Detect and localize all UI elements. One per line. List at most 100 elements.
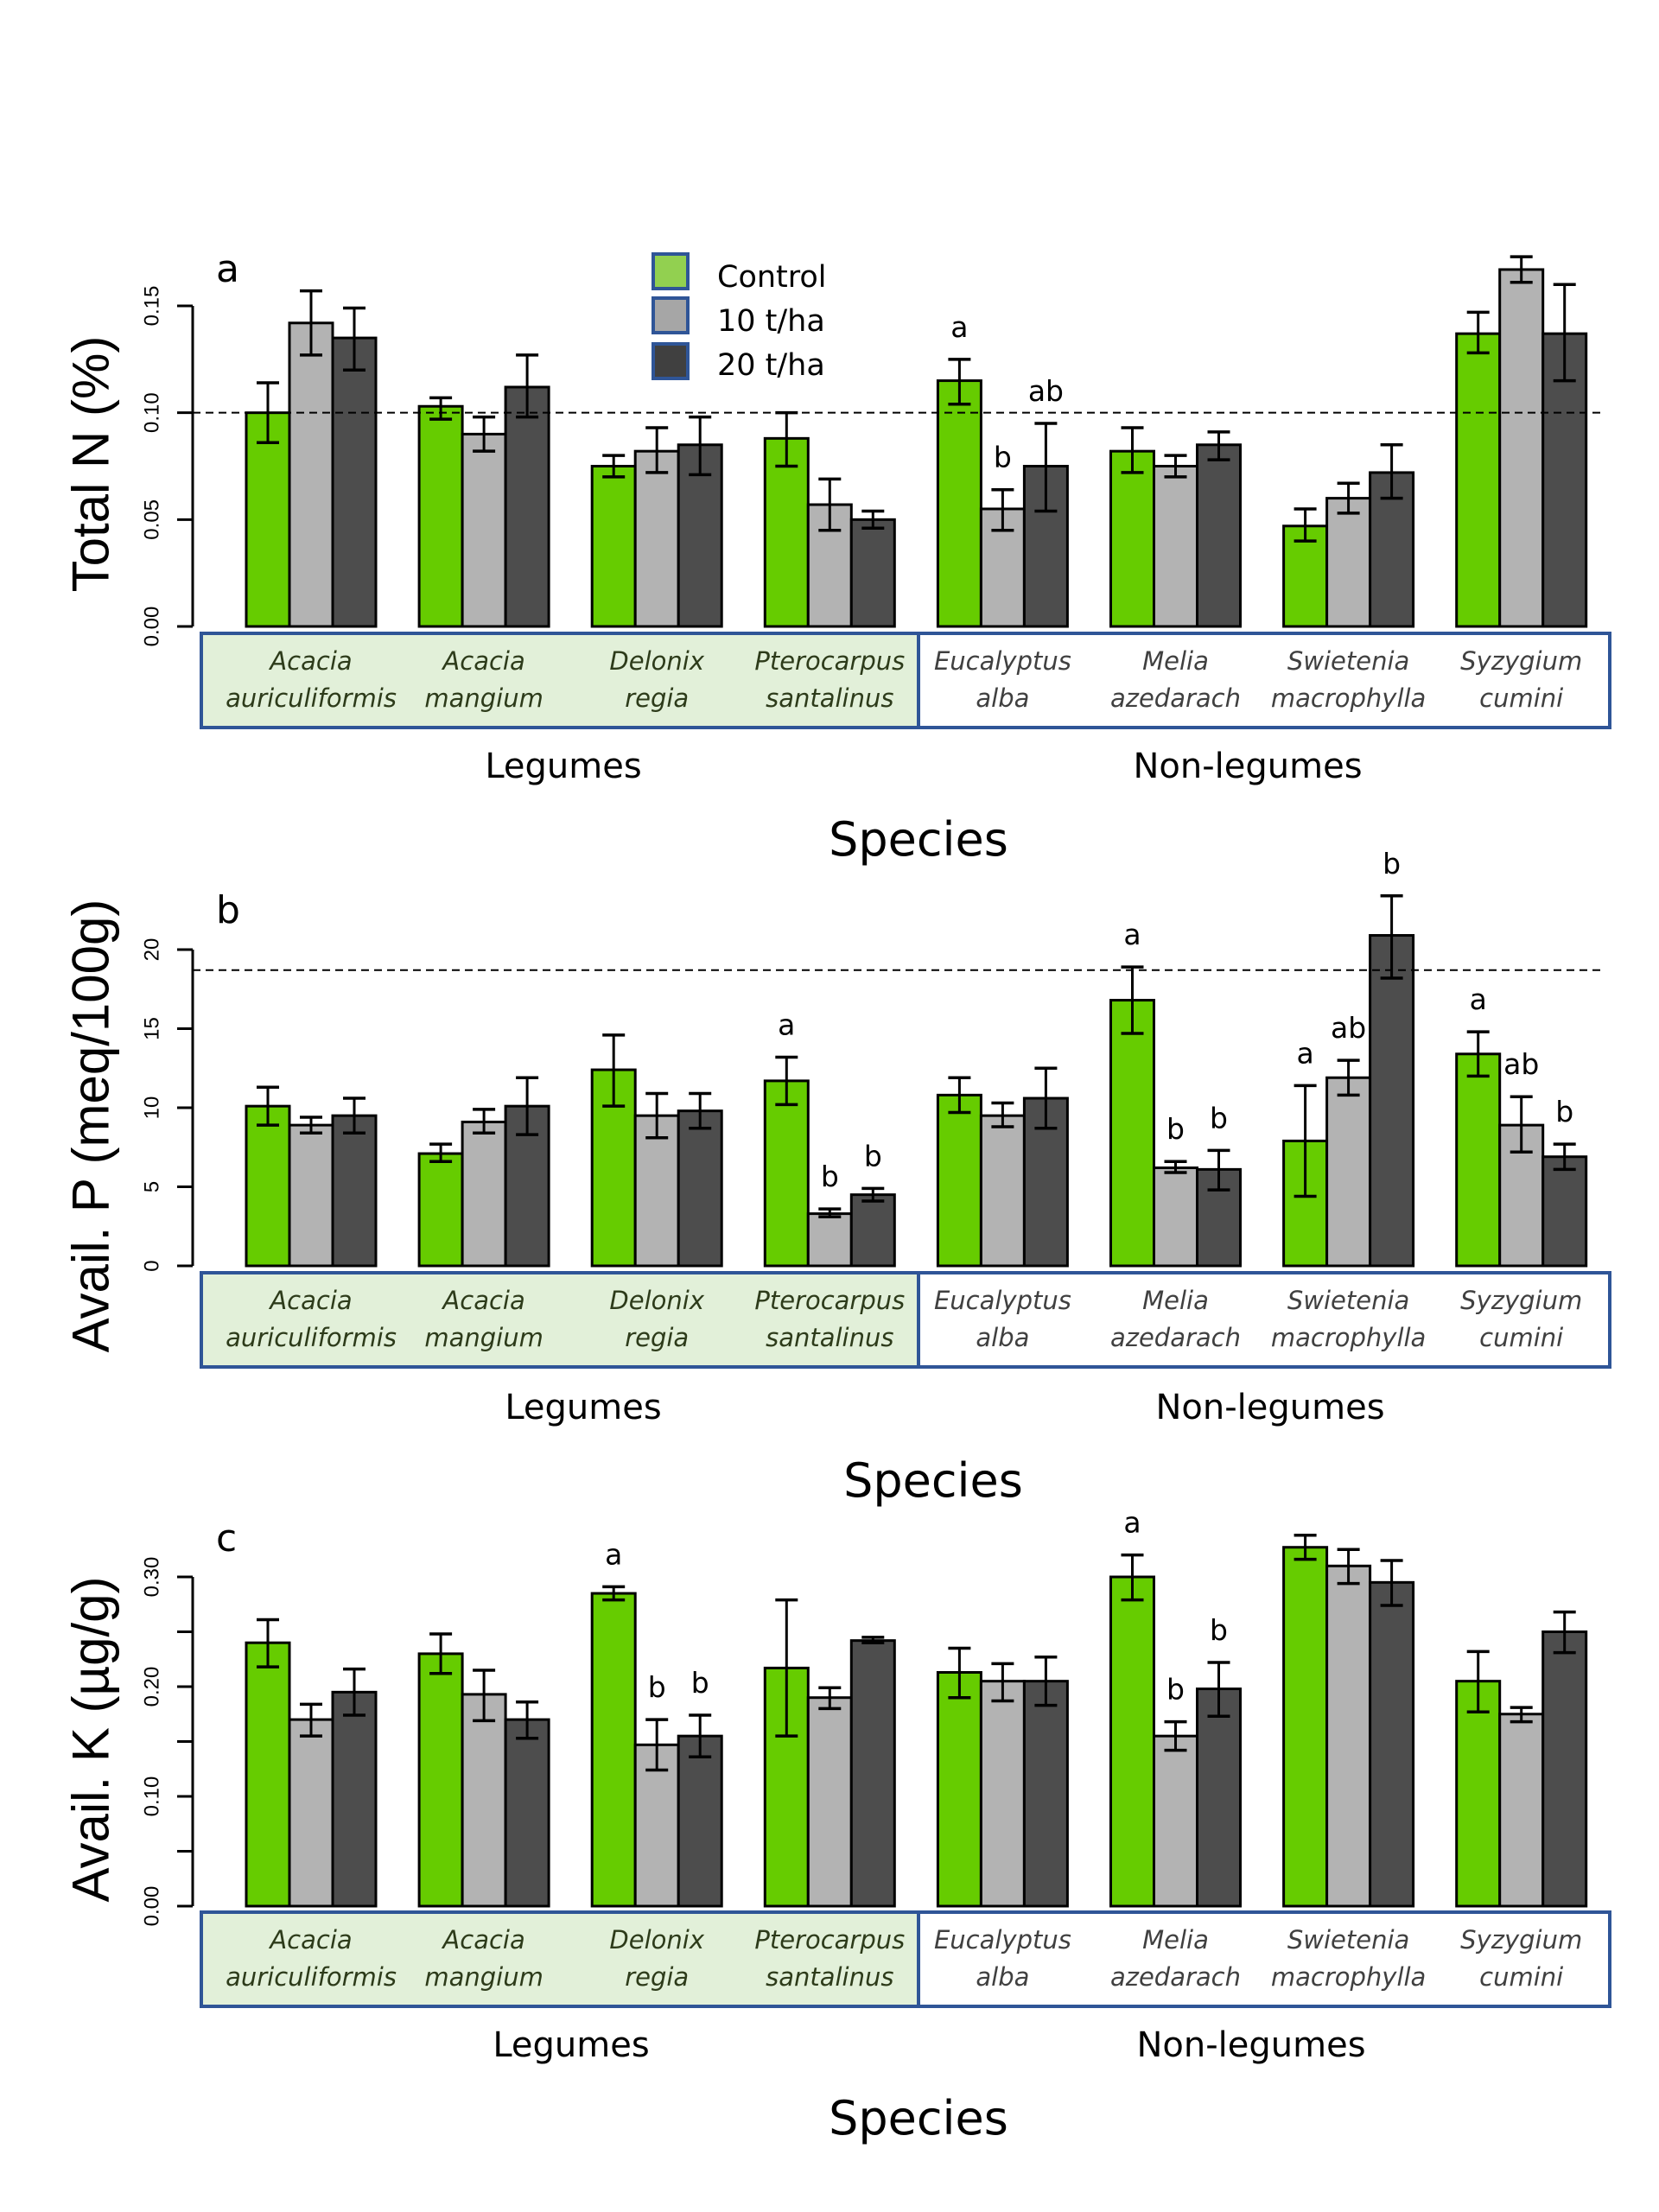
bar-swietenia-macrophylla-10tha (1325, 497, 1372, 628)
bar-pterocarpus-santalinus-control (763, 1079, 810, 1268)
error-bar-acacia-mangium-control (429, 1142, 453, 1163)
error-bar-syzygium-cumini-20tha (1553, 1610, 1576, 1655)
significance-letter: ab (1503, 1047, 1539, 1081)
y-tick-label: 0.10 (141, 1777, 164, 1817)
y-tick-label: 0.00 (141, 607, 164, 647)
error-bar-acacia-auriculiformis-20tha (343, 1096, 365, 1135)
x-axis-title: Species (829, 2091, 1008, 2145)
y-tick-label: 20 (141, 938, 164, 962)
species-label-melia-azedarach-epithet: azedarach (1110, 1323, 1241, 1352)
bar-acacia-auriculiformis-10tha (288, 1123, 334, 1268)
legend-label-20tha: 20 t/ha (717, 348, 825, 383)
bar-acacia-mangium-control (417, 404, 464, 628)
bar-acacia-auriculiformis-20tha (331, 336, 378, 628)
error-bar-eucalyptus-alba-control (948, 358, 971, 406)
bar-delonix-regia-20tha (677, 1109, 723, 1268)
species-label-eucalyptus-alba-epithet: alba (976, 1962, 1029, 1992)
bar-melia-azedarach-20tha (1196, 443, 1242, 628)
error-bar-eucalyptus-alba-20tha (1034, 1066, 1058, 1130)
significance-letter: a (605, 1537, 622, 1571)
error-bar-melia-azedarach-control (1121, 426, 1144, 474)
species-label-delonix-regia-genus: Delonix (609, 1925, 704, 1955)
species-label-eucalyptus-alba-genus: Eucalyptus (934, 1286, 1071, 1315)
species-label-pterocarpus-santalinus-epithet: santalinus (766, 1962, 893, 1992)
bar-delonix-regia-10tha (633, 449, 680, 628)
error-bar-pterocarpus-santalinus-20tha (861, 1186, 885, 1203)
bar-delonix-regia-20tha (677, 1734, 723, 1908)
error-bar-delonix-regia-10tha (645, 426, 669, 474)
legume-box-fill (201, 1912, 918, 2006)
y-axis-title: Avail. P (meq/100g) (62, 899, 120, 1353)
y-tick-label: 0.10 (141, 392, 164, 433)
error-bar-acacia-mangium-20tha (516, 1076, 539, 1136)
species-label-swietenia-macrophylla-genus: Swietenia (1287, 1925, 1409, 1955)
bar-acacia-auriculiformis-20tha (331, 1114, 378, 1268)
bar-acacia-auriculiformis-10tha (288, 321, 334, 628)
error-bar-delonix-regia-control (602, 454, 626, 479)
bar-pterocarpus-santalinus-10tha (806, 1696, 853, 1908)
error-bar-syzygium-cumini-10tha (1510, 1095, 1533, 1154)
error-bar-eucalyptus-alba-10tha (991, 487, 1014, 532)
error-bar-syzygium-cumini-10tha (1510, 255, 1533, 284)
bar-melia-azedarach-20tha (1196, 1688, 1242, 1908)
group-label-legumes: Legumes (505, 1388, 661, 1427)
y-tick-label: 0.20 (141, 1667, 164, 1707)
species-label-acacia-auriculiformis-genus: Acacia (268, 1286, 352, 1315)
significance-letter: a (1470, 982, 1487, 1016)
error-bar-swietenia-macrophylla-10tha (1337, 481, 1360, 515)
species-label-melia-azedarach-genus: Melia (1142, 1286, 1209, 1315)
error-bar-acacia-mangium-control (429, 1632, 453, 1675)
significance-letter: b (864, 1139, 882, 1173)
error-bar-eucalyptus-alba-10tha (991, 1101, 1014, 1128)
error-bar-acacia-mangium-10tha (473, 415, 496, 453)
species-label-melia-azedarach-genus: Melia (1142, 646, 1209, 676)
error-bar-delonix-regia-control (602, 1033, 626, 1108)
error-bar-swietenia-macrophylla-10tha (1337, 1548, 1360, 1586)
species-label-swietenia-macrophylla-epithet: macrophylla (1271, 1962, 1426, 1992)
group-label-nonlegumes: Non-legumes (1136, 2025, 1365, 2065)
species-label-delonix-regia-genus: Delonix (609, 1286, 704, 1315)
bar-syzygium-cumini-10tha (1498, 268, 1545, 628)
species-label-acacia-mangium-genus: Acacia (441, 646, 524, 676)
significance-letter: a (1123, 1506, 1141, 1540)
error-bar-melia-azedarach-20tha (1207, 1661, 1230, 1719)
species-label-delonix-regia-epithet: regia (625, 1323, 689, 1352)
species-label-pterocarpus-santalinus-epithet: santalinus (766, 683, 893, 713)
legume-box-fill (201, 633, 918, 728)
bar-pterocarpus-santalinus-10tha (806, 1212, 853, 1268)
error-bar-acacia-auriculiformis-10tha (300, 289, 322, 357)
species-label-melia-azedarach-epithet: azedarach (1110, 683, 1241, 713)
significance-letter: a (1123, 918, 1141, 951)
species-label-acacia-auriculiformis-epithet: auriculiformis (226, 1323, 397, 1352)
species-label-acacia-auriculiformis-epithet: auriculiformis (226, 1962, 397, 1992)
species-label-acacia-mangium-epithet: mangium (424, 683, 543, 713)
significance-letter: a (950, 310, 968, 344)
bar-pterocarpus-santalinus-10tha (806, 503, 853, 628)
bar-acacia-auriculiformis-control (245, 1104, 291, 1268)
panel-letter: b (216, 888, 240, 932)
legume-box-fill (201, 1273, 918, 1367)
bar-syzygium-cumini-10tha (1498, 1713, 1545, 1908)
bar-acacia-auriculiformis-control (245, 1641, 291, 1908)
significance-letter: b (691, 1666, 709, 1700)
bar-melia-azedarach-10tha (1153, 1734, 1198, 1908)
error-bar-pterocarpus-santalinus-20tha (861, 1636, 885, 1644)
species-label-box (200, 1271, 1611, 1369)
error-bar-delonix-regia-20tha (689, 1713, 712, 1759)
species-label-acacia-auriculiformis-genus: Acacia (268, 646, 352, 676)
x-axis-title: Species (829, 812, 1008, 867)
y-tick-label: 0.30 (141, 1557, 164, 1598)
significance-letter: b (994, 441, 1012, 474)
bar-swietenia-macrophylla-control (1282, 1546, 1329, 1908)
significance-letter: ab (1028, 374, 1064, 408)
error-bar-swietenia-macrophylla-10tha (1337, 1058, 1360, 1097)
error-bar-swietenia-macrophylla-20tha (1380, 443, 1403, 500)
species-label-syzygium-cumini-genus: Syzygium (1460, 1925, 1582, 1955)
error-bar-acacia-mangium-20tha (516, 353, 539, 419)
bar-delonix-regia-control (590, 1592, 637, 1908)
error-bar-pterocarpus-santalinus-20tha (861, 509, 885, 530)
species-label-syzygium-cumini-epithet: cumini (1479, 1323, 1563, 1352)
error-bar-eucalyptus-alba-20tha (1034, 1655, 1058, 1707)
y-tick-label: 0.00 (141, 1886, 164, 1927)
